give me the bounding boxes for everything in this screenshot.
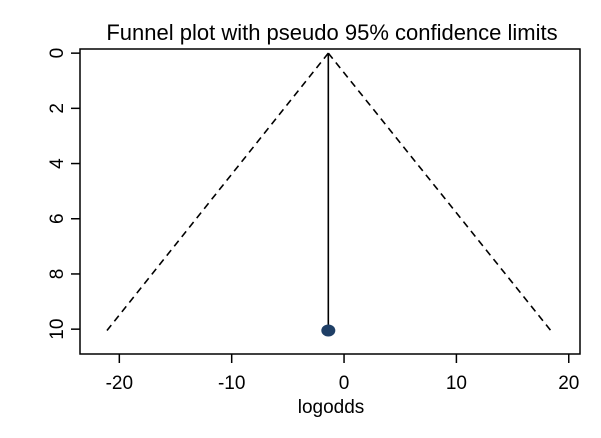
x-axis: -20 -10 0 10 20 bbox=[106, 354, 579, 394]
x-tick-label: 20 bbox=[558, 373, 579, 394]
x-tick-label: -10 bbox=[218, 373, 245, 394]
y-tick-label: 6 bbox=[47, 213, 68, 224]
y-tick-label: 4 bbox=[47, 158, 68, 169]
y-axis: 0 2 4 6 8 10 bbox=[47, 48, 80, 340]
x-tick-label: 10 bbox=[446, 373, 467, 394]
plot-frame bbox=[79, 48, 581, 355]
data-points bbox=[321, 324, 336, 337]
x-tick-label: 0 bbox=[339, 373, 350, 394]
y-tick-label: 10 bbox=[47, 319, 68, 340]
chart-title: Funnel plot with pseudo 95% confidence l… bbox=[106, 20, 557, 45]
x-tick-label: -20 bbox=[106, 373, 133, 394]
study-point bbox=[321, 324, 336, 337]
y-tick-label: 8 bbox=[47, 269, 68, 280]
y-tick-label: 2 bbox=[47, 103, 68, 114]
x-axis-label: logodds bbox=[298, 397, 365, 418]
funnel-lines bbox=[106, 52, 552, 332]
y-tick-label: 0 bbox=[47, 48, 68, 59]
